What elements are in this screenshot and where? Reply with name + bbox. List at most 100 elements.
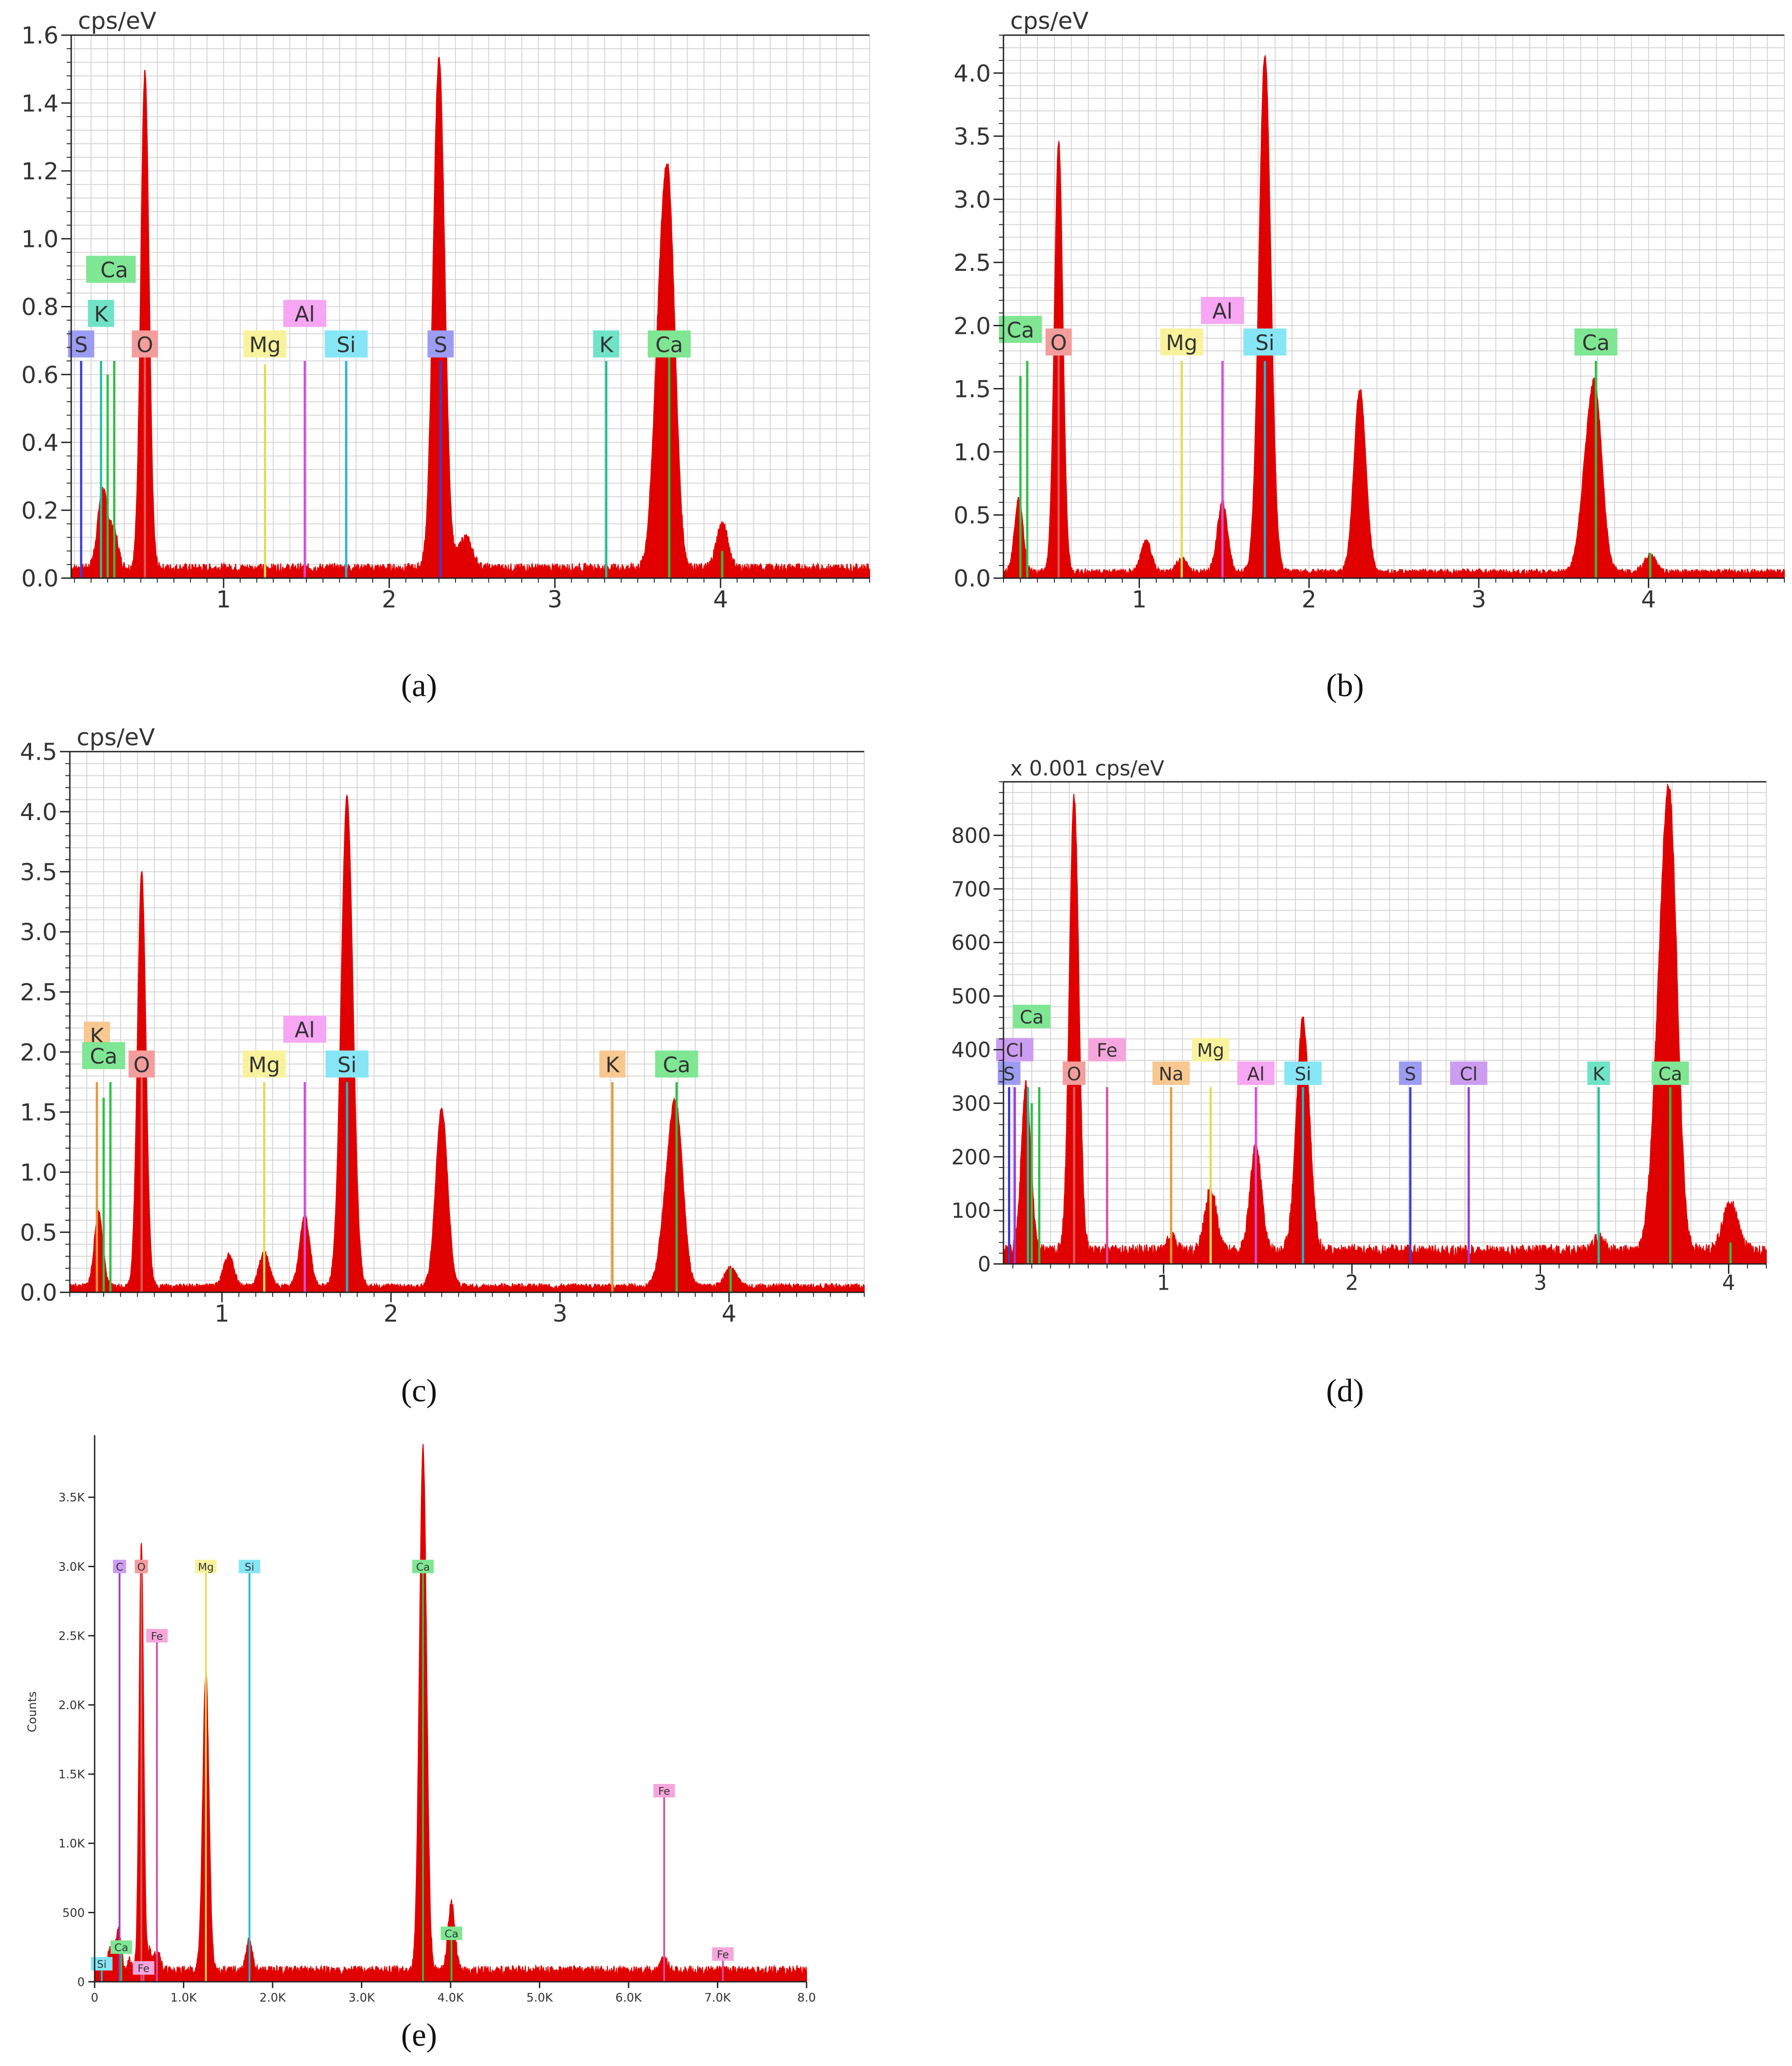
element-label-bg bbox=[1243, 328, 1286, 356]
x-tick-label: 2 bbox=[382, 586, 397, 613]
element-label-ca: Ca bbox=[90, 1045, 117, 1069]
chart-panel-a: SKCaCaOMgAlSiSKCa0.00.20.40.60.81.01.21.… bbox=[21, 8, 870, 703]
element-label-bg bbox=[283, 1016, 327, 1043]
element-label-bg bbox=[1237, 1061, 1275, 1085]
element-label-mg: Mg bbox=[1197, 1040, 1224, 1061]
element-label-ca: Ca bbox=[655, 333, 683, 357]
y-tick-label: 1.4 bbox=[21, 90, 59, 117]
element-label-bg bbox=[1192, 1038, 1230, 1062]
y-tick-label: 4.0 bbox=[953, 60, 991, 87]
y-tick-label: 4.5 bbox=[20, 739, 57, 766]
element-label-si: Si bbox=[337, 333, 356, 357]
y-tick-label: 3.0 bbox=[20, 919, 57, 946]
panel-caption: (d) bbox=[1326, 1373, 1364, 1409]
x-tick-label: 4 bbox=[721, 1300, 736, 1327]
element-label-k: K bbox=[599, 333, 614, 357]
element-label-fe: Fe bbox=[717, 1948, 729, 1961]
element-label-bg bbox=[82, 1042, 125, 1069]
y-axis-unit: cps/eV bbox=[78, 8, 156, 35]
element-label-al: Al bbox=[1247, 1063, 1265, 1085]
x-tick-label: 2 bbox=[1302, 586, 1317, 613]
element-label-bg bbox=[1450, 1061, 1487, 1085]
y-tick-label: 0.6 bbox=[21, 362, 59, 389]
element-label-bg bbox=[1152, 1061, 1190, 1085]
element-label-ca: Ca bbox=[416, 1560, 430, 1573]
spectrum-area bbox=[71, 57, 870, 579]
y-tick-label: 1.2 bbox=[21, 158, 59, 185]
y-axis-unit: x 0.001 cps/eV bbox=[1010, 756, 1164, 780]
element-label-si: Si bbox=[337, 1053, 357, 1077]
panel-caption: (a) bbox=[401, 667, 437, 703]
element-label-bg bbox=[242, 1050, 286, 1078]
y-axis-unit: Counts bbox=[26, 1692, 39, 1733]
element-label-bg bbox=[146, 1629, 168, 1643]
x-tick-label: 3 bbox=[547, 586, 562, 613]
y-tick-label: 800 bbox=[951, 823, 991, 848]
element-label-na: Na bbox=[1158, 1063, 1183, 1085]
element-label-bg bbox=[283, 300, 327, 327]
x-tick-label: 4.0K bbox=[438, 1991, 464, 2005]
y-tick-label: 3.5 bbox=[20, 859, 57, 886]
y-tick-label: 1.5 bbox=[20, 1099, 57, 1126]
element-label-si: Si bbox=[1255, 331, 1275, 356]
element-label-bg bbox=[999, 315, 1042, 343]
y-tick-label: 0.0 bbox=[953, 566, 991, 593]
element-label-bg bbox=[243, 330, 287, 358]
x-tick-label: 3 bbox=[1534, 1271, 1547, 1295]
element-label-fe: Fe bbox=[137, 1962, 150, 1975]
x-tick-label: 4 bbox=[713, 586, 728, 613]
y-tick-label: 400 bbox=[951, 1038, 991, 1062]
element-label-bg bbox=[68, 330, 95, 358]
element-label-k: K bbox=[94, 303, 109, 327]
spectrum-area bbox=[1003, 784, 1767, 1264]
element-label-bg bbox=[135, 1560, 148, 1573]
element-label-bg bbox=[1574, 328, 1618, 356]
element-label-fe: Fe bbox=[658, 1785, 670, 1797]
spectrum-area bbox=[1003, 55, 1785, 579]
y-tick-label: 0 bbox=[77, 1975, 85, 1989]
element-label-k: K bbox=[1593, 1063, 1605, 1085]
element-label-bg bbox=[195, 1560, 217, 1573]
x-tick-label: 3 bbox=[1471, 586, 1486, 613]
element-label-fe: Fe bbox=[1097, 1040, 1117, 1061]
y-tick-label: 700 bbox=[951, 877, 991, 901]
x-tick-label: 3 bbox=[552, 1300, 567, 1327]
chart-panel-b: Ca O Mg Al Si Ca 0.0 0.5 1.0 1.5 2.0 2.5 3.0 3.5 4.0 1 2… bbox=[953, 8, 1785, 703]
element-label-ca: Ca bbox=[663, 1053, 690, 1077]
element-label-ca: Ca bbox=[100, 259, 128, 283]
x-tick-label: 1 bbox=[216, 586, 231, 613]
element-label-c: C bbox=[116, 1560, 123, 1573]
element-label-bg bbox=[1045, 328, 1072, 356]
x-tick-label: 1 bbox=[214, 1300, 229, 1327]
y-tick-label: 0.2 bbox=[21, 497, 59, 524]
y-tick-label: 1.5K bbox=[59, 1768, 85, 1782]
y-tick-label: 1.0K bbox=[59, 1837, 85, 1851]
x-tick-label: 4 bbox=[1641, 586, 1656, 613]
element-label-o: O bbox=[1050, 331, 1067, 356]
x-tick-label: 2.0K bbox=[260, 1991, 286, 2005]
grid bbox=[1003, 35, 1785, 579]
y-tick-label: 3.5 bbox=[953, 123, 991, 151]
element-label-bg bbox=[599, 1050, 626, 1078]
element-label-bg bbox=[1160, 328, 1204, 356]
y-axis-unit: cps/eV bbox=[1010, 8, 1089, 35]
element-label-o: O bbox=[1067, 1063, 1081, 1085]
element-label-s: S bbox=[1404, 1063, 1416, 1085]
element-label-ca: Ca bbox=[1007, 319, 1034, 343]
y-tick-label: 200 bbox=[951, 1145, 991, 1169]
x-tick-label: 2 bbox=[1345, 1271, 1359, 1295]
panel-caption: (e) bbox=[401, 2017, 437, 2053]
element-label-bg bbox=[1201, 296, 1244, 324]
y-tick-label: 0 bbox=[978, 1252, 991, 1277]
element-label-bg bbox=[92, 255, 136, 283]
y-tick-label: 500 bbox=[951, 984, 991, 1008]
element-label-bg bbox=[655, 1050, 698, 1078]
element-label-bg bbox=[998, 1061, 1021, 1085]
element-label-cl: Cl bbox=[1006, 1040, 1024, 1061]
grid bbox=[1003, 781, 1767, 1264]
element-label-ca: Ca bbox=[114, 1941, 128, 1954]
element-label-bg bbox=[128, 1050, 155, 1078]
element-label-mg: Mg bbox=[249, 333, 281, 357]
element-label-bg bbox=[1399, 1061, 1422, 1085]
